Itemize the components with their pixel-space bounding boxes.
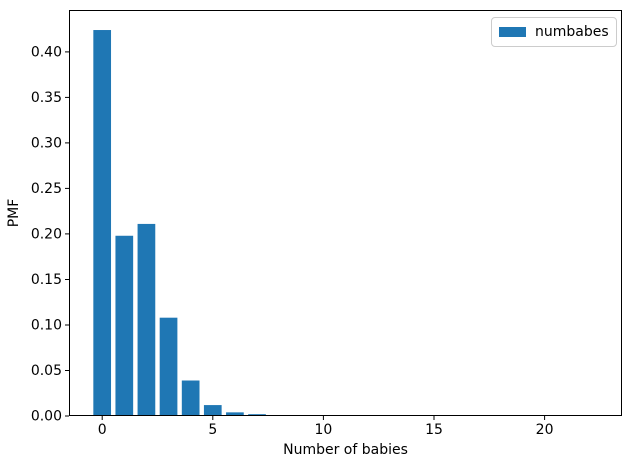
legend-swatch-numbabes	[499, 27, 526, 37]
bar-x0	[93, 30, 112, 417]
bar-x1	[115, 235, 134, 416]
y-tick-label-0.40: 0.40	[31, 44, 62, 60]
x-tick-label-15: 15	[425, 422, 443, 438]
y-tick-label-0.20: 0.20	[31, 226, 62, 242]
x-tick-label-10: 10	[314, 422, 332, 438]
bar-x2	[137, 223, 156, 416]
x-tick-label-0: 0	[98, 422, 107, 438]
y-tick-label-0.00: 0.00	[31, 409, 62, 425]
plot-frame	[69, 10, 622, 416]
x-tick-label-20: 20	[536, 422, 554, 438]
y-tick-label-0.10: 0.10	[31, 318, 62, 334]
bar-x4	[181, 380, 200, 416]
legend-label: numbabes	[535, 24, 609, 40]
y-tick-label-0.15: 0.15	[31, 272, 62, 288]
bar-x5	[203, 405, 222, 416]
y-tick-label-0.30: 0.30	[31, 135, 62, 151]
y-tick-label-0.05: 0.05	[31, 363, 62, 379]
x-tick-label-5: 5	[208, 422, 217, 438]
y-axis-label: PMF	[6, 199, 22, 228]
bar-x3	[159, 317, 178, 416]
y-tick-label-0.25: 0.25	[31, 181, 62, 197]
bar-x6	[226, 412, 244, 416]
legend: numbabes	[491, 17, 617, 47]
y-tick-label-0.35: 0.35	[31, 90, 62, 106]
x-axis-label: Number of babies	[283, 442, 408, 458]
